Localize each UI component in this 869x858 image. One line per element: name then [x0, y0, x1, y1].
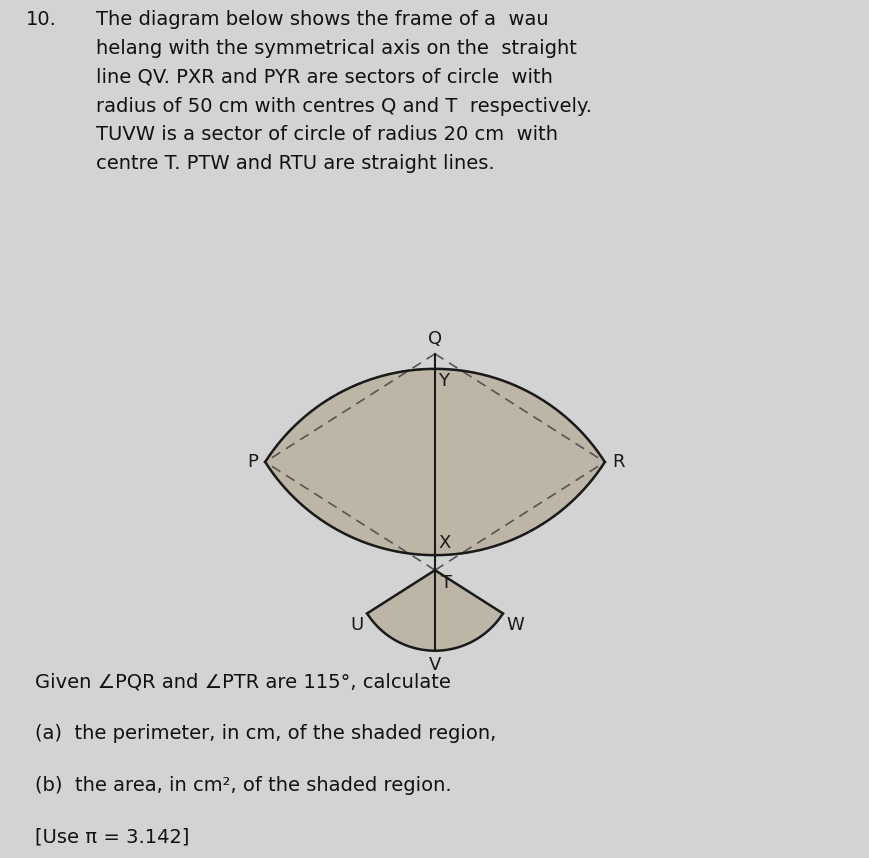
Text: T: T — [440, 574, 451, 592]
Text: 10.: 10. — [26, 10, 56, 29]
Text: (b)  the area, in cm², of the shaded region.: (b) the area, in cm², of the shaded regi… — [35, 776, 451, 795]
Polygon shape — [265, 369, 604, 555]
Text: Given ∠PQR and ∠PTR are 115°, calculate: Given ∠PQR and ∠PTR are 115°, calculate — [35, 673, 450, 692]
Text: U: U — [350, 615, 363, 633]
Polygon shape — [367, 571, 502, 650]
Text: Y: Y — [438, 372, 449, 390]
Text: [Use π = 3.142]: [Use π = 3.142] — [35, 827, 189, 846]
Text: X: X — [438, 534, 450, 552]
Text: V: V — [428, 656, 441, 674]
Text: (a)  the perimeter, in cm, of the shaded region,: (a) the perimeter, in cm, of the shaded … — [35, 724, 495, 743]
Text: R: R — [611, 453, 624, 471]
Text: The diagram below shows the frame of a  wau
helang with the symmetrical axis on : The diagram below shows the frame of a w… — [96, 10, 591, 173]
Text: P: P — [247, 453, 258, 471]
Text: W: W — [506, 615, 523, 633]
Text: Q: Q — [428, 330, 441, 348]
